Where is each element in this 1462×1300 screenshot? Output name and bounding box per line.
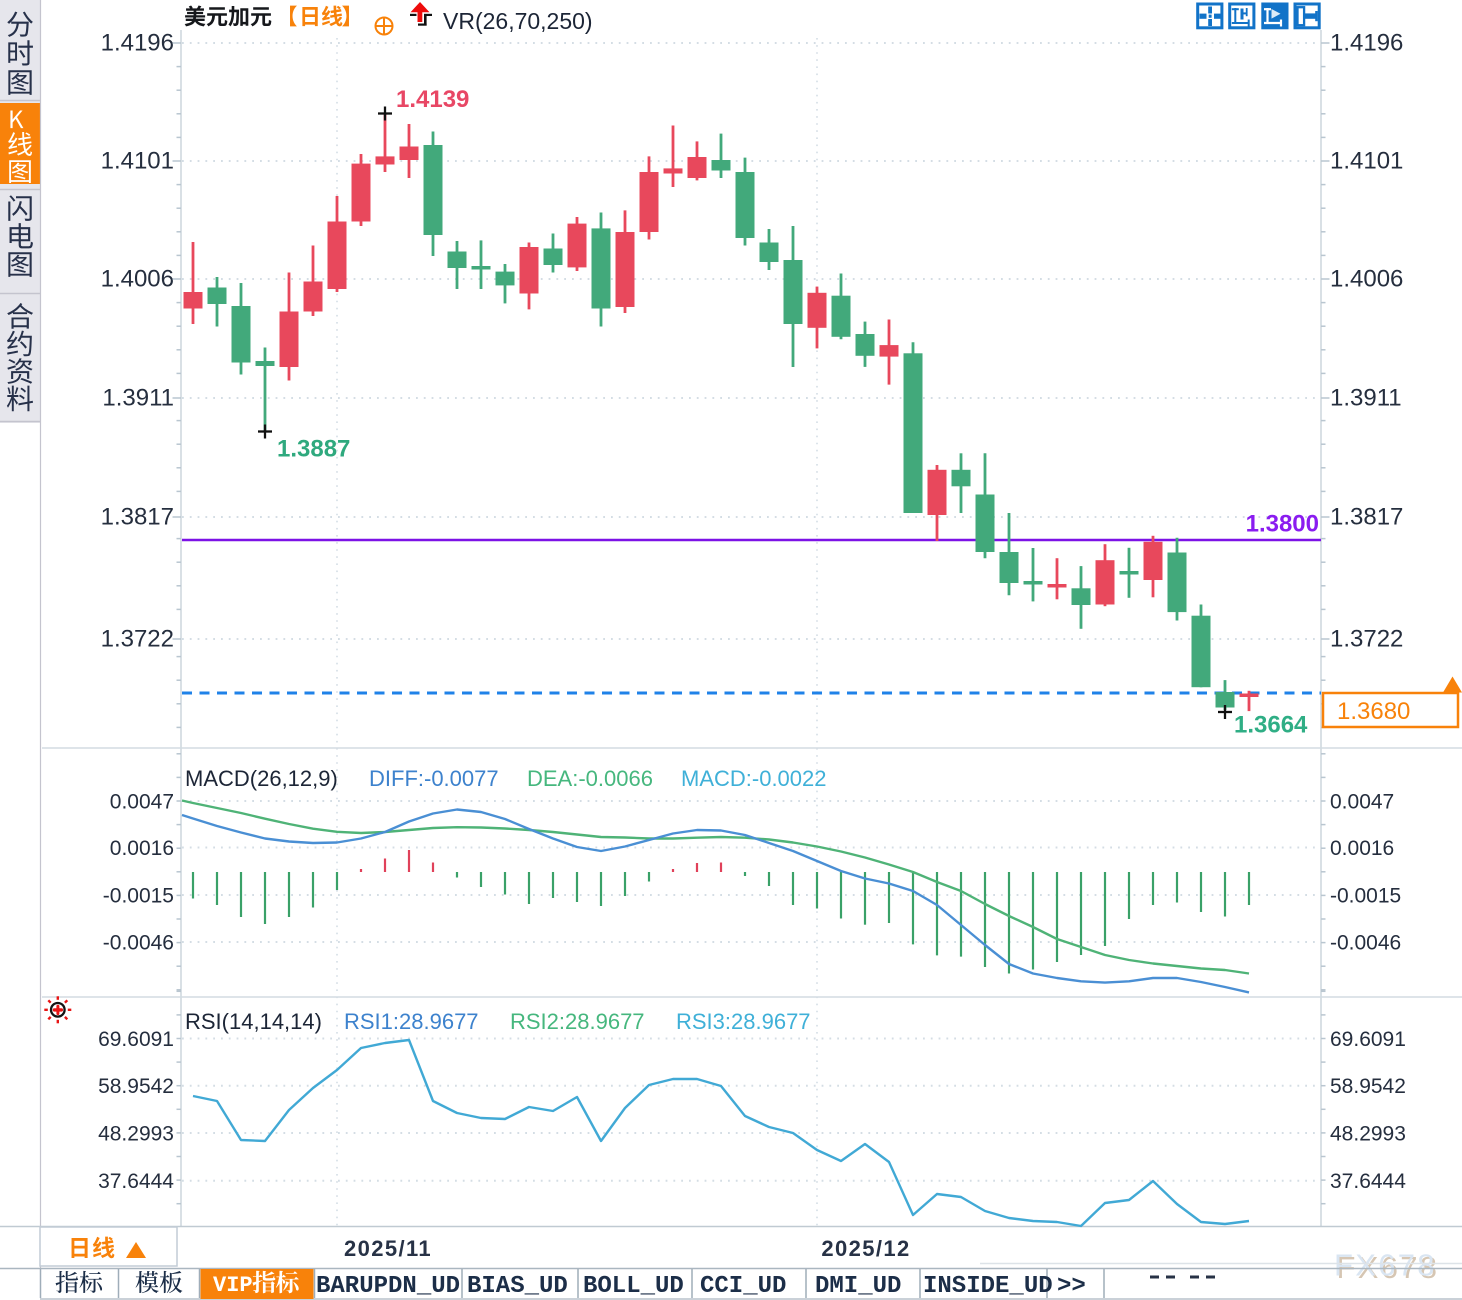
svg-text:1.3887: 1.3887 bbox=[277, 436, 350, 463]
svg-text:FX678: FX678 bbox=[1334, 1248, 1437, 1283]
svg-text:CCI_UD: CCI_UD bbox=[700, 1273, 786, 1300]
svg-text:1.3817: 1.3817 bbox=[1330, 504, 1403, 531]
svg-text:-0.0046: -0.0046 bbox=[1330, 932, 1401, 955]
svg-text:DIFF:-0.0077: DIFF:-0.0077 bbox=[369, 766, 499, 791]
svg-text:1.3722: 1.3722 bbox=[101, 626, 174, 653]
svg-text:BIAS_UD: BIAS_UD bbox=[467, 1273, 568, 1300]
svg-text:1.4196: 1.4196 bbox=[1330, 30, 1403, 57]
svg-text:VIP: VIP bbox=[213, 1273, 253, 1298]
svg-text:2025/11: 2025/11 bbox=[344, 1236, 432, 1261]
svg-text:1.3680: 1.3680 bbox=[1337, 698, 1410, 725]
svg-text:0.0016: 0.0016 bbox=[110, 837, 174, 860]
svg-text:1.4101: 1.4101 bbox=[1330, 148, 1403, 175]
svg-text:0.0047: 0.0047 bbox=[1330, 791, 1394, 814]
svg-text:RSI3:28.9677: RSI3:28.9677 bbox=[676, 1009, 811, 1034]
svg-text:RSI2:28.9677: RSI2:28.9677 bbox=[510, 1009, 645, 1034]
svg-text:>>: >> bbox=[1057, 1273, 1086, 1300]
svg-text:VR(26,70,250): VR(26,70,250) bbox=[443, 8, 593, 34]
svg-text:58.9542: 58.9542 bbox=[98, 1075, 174, 1098]
svg-text:1.4196: 1.4196 bbox=[101, 30, 174, 57]
svg-text:48.2993: 48.2993 bbox=[98, 1123, 174, 1146]
svg-text:1.3722: 1.3722 bbox=[1330, 626, 1403, 653]
svg-text:1.3911: 1.3911 bbox=[1330, 385, 1402, 412]
svg-text:0.0047: 0.0047 bbox=[110, 791, 174, 814]
svg-text:48.2993: 48.2993 bbox=[1330, 1123, 1406, 1146]
svg-text:1.3664: 1.3664 bbox=[1234, 712, 1308, 739]
svg-text:0.0016: 0.0016 bbox=[1330, 837, 1394, 860]
svg-text:69.6091: 69.6091 bbox=[1330, 1028, 1406, 1051]
svg-text:37.6444: 37.6444 bbox=[1330, 1170, 1406, 1193]
svg-text:1.4006: 1.4006 bbox=[1330, 266, 1403, 293]
svg-text:INSIDE_UD: INSIDE_UD bbox=[923, 1273, 1053, 1300]
svg-text:DMI_UD: DMI_UD bbox=[815, 1273, 901, 1300]
svg-text:1.4101: 1.4101 bbox=[101, 148, 174, 175]
svg-text:1.4139: 1.4139 bbox=[396, 86, 469, 113]
svg-text:MACD(26,12,9): MACD(26,12,9) bbox=[185, 766, 338, 791]
svg-text:58.9542: 58.9542 bbox=[1330, 1075, 1406, 1098]
svg-text:1.3800: 1.3800 bbox=[1246, 511, 1319, 538]
svg-text:-0.0015: -0.0015 bbox=[103, 885, 174, 908]
svg-text:-0.0015: -0.0015 bbox=[1330, 885, 1401, 908]
svg-text:37.6444: 37.6444 bbox=[98, 1170, 174, 1193]
svg-text:BOLL_UD: BOLL_UD bbox=[583, 1273, 684, 1300]
svg-text:69.6091: 69.6091 bbox=[98, 1028, 174, 1051]
svg-text:1.3911: 1.3911 bbox=[102, 385, 174, 412]
svg-text:1.4006: 1.4006 bbox=[101, 266, 174, 293]
svg-text:1.3817: 1.3817 bbox=[101, 504, 174, 531]
svg-text:FX678: FX678 bbox=[1337, 1250, 1440, 1285]
svg-text:2025/12: 2025/12 bbox=[821, 1236, 910, 1261]
svg-text:DEA:-0.0066: DEA:-0.0066 bbox=[527, 766, 653, 791]
svg-text:BARUPDN_UD: BARUPDN_UD bbox=[316, 1273, 460, 1300]
svg-text:RSI1:28.9677: RSI1:28.9677 bbox=[344, 1009, 479, 1034]
svg-text:-0.0046: -0.0046 bbox=[103, 932, 174, 955]
svg-text:MACD:-0.0022: MACD:-0.0022 bbox=[681, 766, 827, 791]
svg-text:RSI(14,14,14): RSI(14,14,14) bbox=[185, 1009, 322, 1034]
